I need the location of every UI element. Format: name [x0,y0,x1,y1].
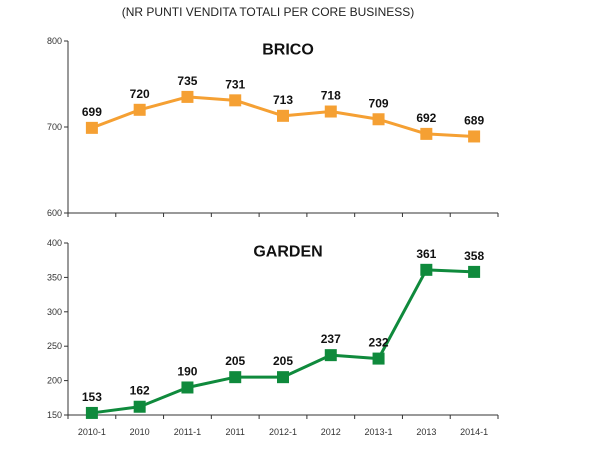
x-tick-label: 2010 [130,427,150,437]
data-label: 699 [82,105,102,119]
data-point [324,349,337,362]
data-point [420,127,433,140]
x-tick-label: 2012 [321,427,341,437]
data-label: 718 [321,89,341,103]
data-point [133,103,146,116]
panel-title: GARDEN [253,243,322,260]
data-label: 358 [464,249,484,263]
data-point [181,381,194,394]
data-label: 689 [464,113,484,127]
data-point [229,94,242,107]
data-point [468,265,481,278]
data-point [324,105,337,118]
y-tick-label: 200 [47,376,62,386]
x-tick-label: 2011 [226,427,245,437]
data-point [85,121,98,134]
x-tick-label: 2014-1 [460,427,488,437]
data-point [420,263,433,276]
x-tick-label: 2013 [416,427,436,437]
x-tick-label: 2012-1 [269,427,297,437]
y-tick-label: 800 [47,36,62,46]
data-point [181,90,194,103]
y-tick-label: 300 [47,307,62,317]
data-label: 720 [130,87,150,101]
data-label: 205 [273,354,293,368]
y-tick-label: 250 [47,341,62,351]
data-label: 692 [416,111,436,125]
data-point [468,130,481,143]
data-point [277,109,289,122]
y-tick-label: 600 [47,208,62,218]
data-label: 153 [82,390,102,404]
data-label: 237 [321,332,341,346]
y-tick-label: 350 [47,272,62,282]
data-label: 232 [369,336,389,350]
data-label: 735 [177,74,197,88]
data-label: 713 [273,93,293,107]
data-point [372,113,385,126]
panel-garden: 150 200 250 300 350 400 2010-1 2010 2011-1 2011 20… [47,238,499,437]
x-tick-label: 2010-1 [78,427,106,437]
panel-title: BRICO [262,41,314,58]
data-label: 190 [177,364,197,378]
y-tick-label: 150 [47,410,62,420]
x-tick-label: 2013-1 [365,427,393,437]
data-label: 361 [416,247,436,261]
y-tick-label: 400 [47,238,62,248]
data-point [133,400,146,413]
y-tick-label: 700 [47,122,62,132]
data-point [229,371,242,384]
data-label: 162 [130,384,150,398]
x-tick-label: 2011-1 [174,427,201,437]
panel-brico: (NR PUNTI VENDITA TOTALI PER CORE BUSINE… [47,5,499,218]
data-label: 205 [225,354,245,368]
data-point [277,371,289,384]
data-label: 709 [369,96,389,110]
data-point [85,406,98,419]
chart-header: (NR PUNTI VENDITA TOTALI PER CORE BUSINE… [122,5,415,19]
data-label: 731 [225,77,245,91]
data-point [372,352,385,365]
